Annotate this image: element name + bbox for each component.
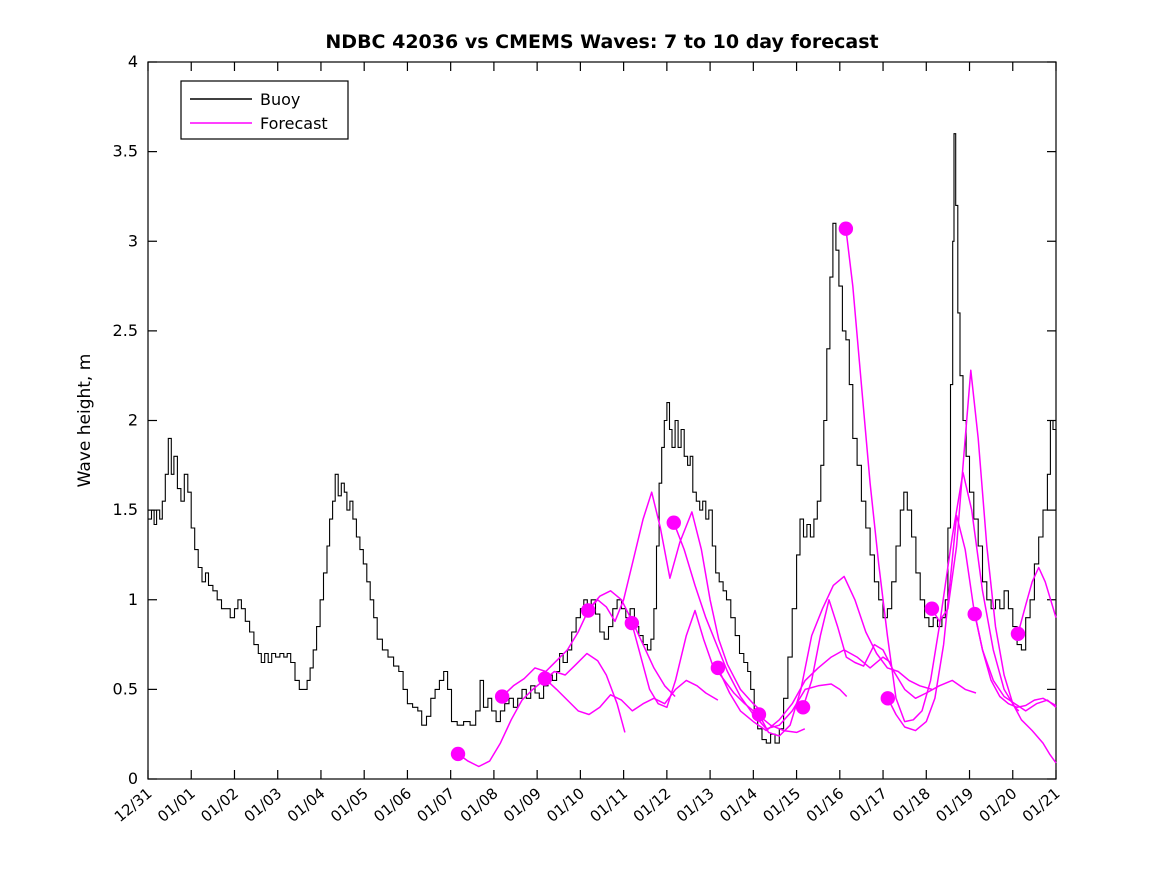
- forecast-start-marker: [494, 689, 510, 704]
- forecast-run-line: [717, 649, 892, 732]
- forecast-run-line: [544, 678, 719, 716]
- forecast-run-line: [587, 491, 762, 712]
- forecast-start-marker: [880, 691, 896, 706]
- legend-entry-label: Buoy: [260, 90, 300, 109]
- y-tick-label: 2.5: [113, 321, 138, 340]
- forecast-start-marker: [924, 601, 940, 616]
- y-axis-tick-labels: 0 0.5 1 1.5 2 2.5 3 3.5 4: [113, 52, 138, 788]
- forecast-start-marker: [1010, 626, 1026, 642]
- y-tick-label: 2: [128, 411, 138, 430]
- forecast-run-line: [931, 369, 1057, 764]
- x-axis-ticks: [147, 62, 1057, 779]
- forecast-start-marker: [537, 671, 553, 686]
- y-tick-label: 3: [128, 231, 138, 250]
- y-tick-label: 0.5: [113, 679, 138, 698]
- y-tick-label: 0: [128, 769, 138, 788]
- forecast-series: [450, 221, 1057, 768]
- forecast-run-line: [673, 522, 848, 730]
- forecast-start-marker: [666, 515, 681, 530]
- forecast-start-marker: [710, 660, 726, 676]
- forecast-run-line: [1017, 566, 1057, 634]
- y-axis-ticks: [148, 61, 1056, 780]
- legend-entry-label: Forecast: [260, 114, 328, 133]
- forecast-start-marker: [624, 615, 640, 631]
- forecast-start-marker: [751, 707, 767, 722]
- y-tick-label: 3.5: [113, 142, 138, 161]
- y-tick-label: 1.5: [113, 500, 138, 519]
- chart-title: NDBC 42036 vs CMEMS Waves: 7 to 10 day f…: [325, 31, 878, 53]
- legend-box: [180, 80, 349, 140]
- legend: Buoy Forecast: [180, 80, 349, 140]
- forecast-run-line: [845, 228, 1020, 723]
- y-axis-label: Wave height, m: [75, 354, 95, 488]
- forecast-run-line: [758, 575, 933, 737]
- forecast-start-marker: [580, 603, 596, 618]
- forecast-start-marker: [450, 746, 466, 762]
- forecast-start-marker: [838, 221, 854, 236]
- forecast-start-marker: [967, 606, 982, 622]
- y-tick-label: 4: [128, 52, 138, 71]
- forecast-run-line: [802, 599, 977, 708]
- forecast-run-line: [973, 613, 1057, 709]
- forecast-run-line: [887, 514, 1057, 732]
- forecast-start-marker: [795, 700, 811, 715]
- y-tick-label: 1: [128, 590, 138, 609]
